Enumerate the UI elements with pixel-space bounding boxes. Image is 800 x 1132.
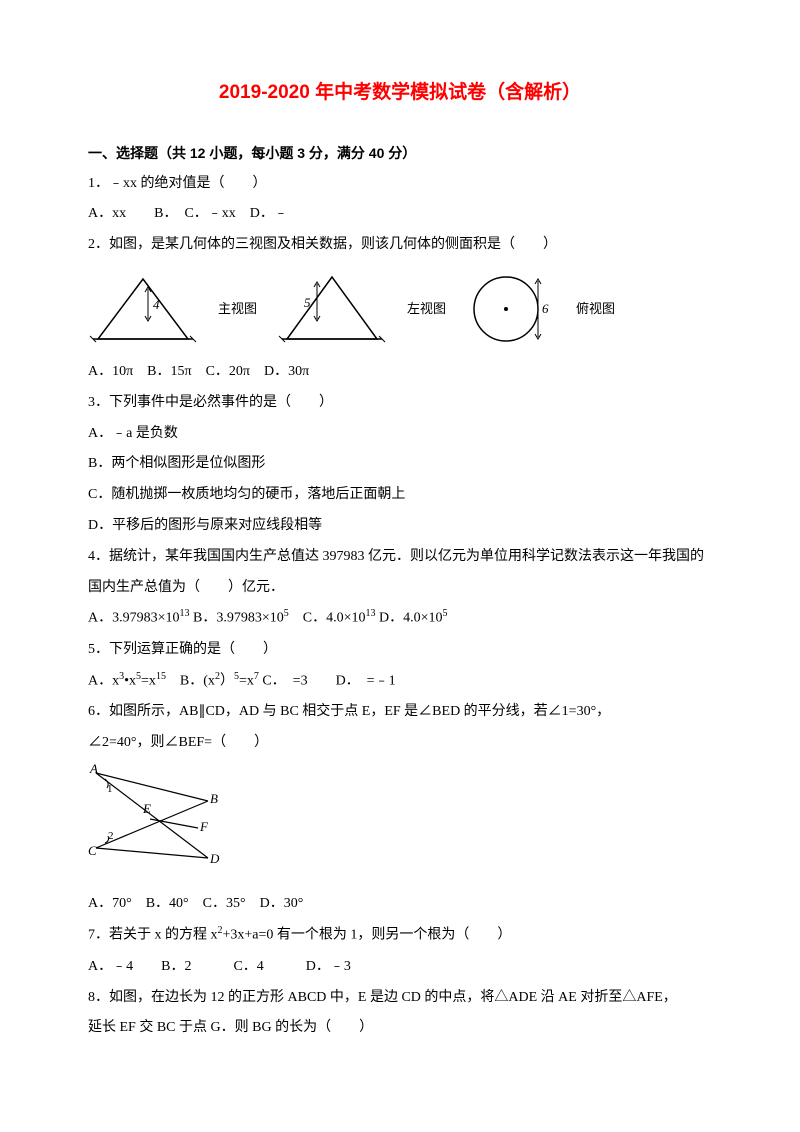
q7-post: +3x+a=0 有一个根为 1，则另一个根为（ ） [223,928,512,943]
q5-a-pre: A．x [88,673,119,688]
front-view-label: 主视图 [218,295,257,324]
q6-options: A．70° B．40° C．35° D．30° [88,889,712,920]
q7-pre: 7．若关于 x 的方程 x [88,928,218,943]
top-view-svg: 6 [466,269,556,349]
left-view-svg: 5 [277,269,387,349]
q5-a-mid: •x [124,673,136,688]
front-height: 4 [153,297,160,312]
q7-text: 7．若关于 x 的方程 x2+3x+a=0 有一个根为 1，则另一个根为（ ） [88,920,712,951]
q2-text: 2．如图，是某几何体的三视图及相关数据，则该几何体的侧面积是（ ） [88,230,712,261]
q5-b-pre: B．(x [166,673,215,688]
q6-text2: ∠2=40°，则∠BEF=（ ） [88,728,712,759]
question-1: 1．﹣xx 的绝对值是（ ） A．xx B． C．﹣xx D．﹣ [88,169,712,231]
lbl-F: F [199,819,209,834]
q1-text: 1．﹣xx 的绝对值是（ ） [88,169,712,200]
lbl-A: A [89,763,98,776]
q2-figures: 4 主视图 5 左视图 6 俯视图 [88,269,712,349]
lbl-angle1: 1 [107,783,113,795]
q2-options: A．10π B．15π C．20π D．30π [88,357,712,388]
q5-b-eq: =x [239,673,254,688]
q4-d-sup: 5 [443,608,448,619]
q3-opt-c: C．随机抛掷一枚质地均匀的硬币，落地后正面朝上 [88,480,712,511]
q1-options: A．xx B． C．﹣xx D．﹣ [88,199,712,230]
top-view-label: 俯视图 [576,295,615,324]
q3-opt-d: D．平移后的图形与原来对应线段相等 [88,511,712,542]
left-view-label: 左视图 [407,295,446,324]
lbl-D: D [209,851,220,866]
lbl-angle2: 2 [108,830,114,842]
q8-text1: 8．如图，在边长为 12 的正方形 ABCD 中，E 是边 CD 的中点，将△A… [88,983,712,1014]
q6-text1: 6．如图所示，AB∥CD，AD 与 BC 相交于点 E，EF 是∠BED 的平分… [88,697,712,728]
q5-a-s3: 15 [156,671,166,682]
lbl-E: E [142,801,151,816]
q7-options: A．﹣4 B．2 C．4 D．﹣3 [88,952,712,983]
section-header: 一、选择题（共 12 小题，每小题 3 分，满分 40 分） [88,138,712,169]
q4-d: D．4.0×10 [375,611,442,626]
question-2: 2．如图，是某几何体的三视图及相关数据，则该几何体的侧面积是（ ） 4 主视图 … [88,230,712,388]
q3-opt-a: A．﹣a 是负数 [88,419,712,450]
question-6: 6．如图所示，AB∥CD，AD 与 BC 相交于点 E，EF 是∠BED 的平分… [88,697,712,920]
q4-c: C．4.0×10 [289,611,366,626]
q4-a-sup: 13 [180,608,190,619]
exam-title: 2019-2020 年中考数学模拟试卷（含解析） [88,72,712,114]
q8-text2: 延长 EF 交 BC 于点 G．则 BG 的长为（ ） [88,1013,712,1044]
q4-a: A．3.97983×10 [88,611,180,626]
q4-c-sup: 13 [365,608,375,619]
question-3: 3．下列事件中是必然事件的是（ ） A．﹣a 是负数 B．两个相似图形是位似图形… [88,388,712,542]
lbl-C: C [88,843,97,858]
q4-options: A．3.97983×1013 B．3.97983×105 C．4.0×1013 … [88,603,712,634]
q5-cd: C． =3 D． =﹣1 [259,673,396,688]
q4-b: B．3.97983×10 [190,611,284,626]
q4-text: 4．据统计，某年我国国内生产总值达 397983 亿元．则以亿元为单位用科学记数… [88,542,712,604]
q5-b-mid: ） [220,673,234,688]
question-8: 8．如图，在边长为 12 的正方形 ABCD 中，E 是边 CD 的中点，将△A… [88,983,712,1045]
q3-text: 3．下列事件中是必然事件的是（ ） [88,388,712,419]
question-7: 7．若关于 x 的方程 x2+3x+a=0 有一个根为 1，则另一个根为（ ） … [88,920,712,982]
q5-text: 5．下列运算正确的是（ ） [88,635,712,666]
q5-a-eq: =x [141,673,156,688]
left-height: 5 [304,295,311,310]
lbl-B: B [210,791,218,806]
question-4: 4．据统计，某年我国国内生产总值达 397983 亿元．则以亿元为单位用科学记数… [88,542,712,635]
q6-figure: A B C D E F 1 2 [88,763,228,873]
front-view-svg: 4 [88,269,198,349]
q5-options: A．x3•x5=x15 B．(x2）5=x7 C． =3 D． =﹣1 [88,666,712,697]
question-5: 5．下列运算正确的是（ ） A．x3•x5=x15 B．(x2）5=x7 C． … [88,635,712,697]
q3-opt-b: B．两个相似图形是位似图形 [88,449,712,480]
top-diameter: 6 [542,301,549,316]
